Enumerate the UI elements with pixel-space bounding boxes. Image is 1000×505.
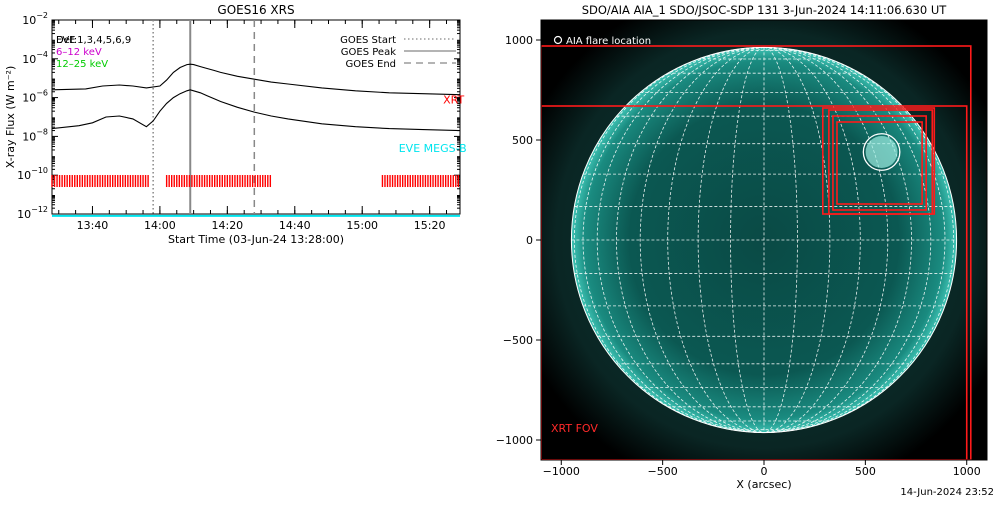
xrt-observation-band — [165, 175, 272, 188]
legend-label: GOES End — [346, 59, 396, 70]
x-tick-label: 500 — [855, 465, 876, 478]
x-axis-label: Start Time (03-Jun-24 13:28:00) — [168, 233, 344, 246]
series-goes-long — [51, 63, 461, 96]
legend-marker — [553, 35, 563, 45]
plot-frame — [51, 19, 461, 215]
xrt-fov-box — [836, 121, 923, 205]
legend-label: Det:1,3,4,5,6,9 — [56, 35, 131, 46]
longitude-line — [763, 47, 798, 433]
x-tick-label: 13:40 — [77, 219, 109, 232]
y-tick-exponent: −6 — [36, 89, 48, 98]
map-title: SDO/AIA AIA_1 SDO/JSOC-SDP 131 3-Jun-202… — [582, 3, 948, 17]
longitude-line — [763, 47, 861, 433]
x-tick-label: −500 — [648, 465, 678, 478]
aia-image-panel: SDO/AIA AIA_1 SDO/JSOC-SDP 131 3-Jun-202… — [480, 0, 1000, 500]
longitude-line — [763, 47, 931, 433]
aia-solar-map: SDO/AIA AIA_1 SDO/JSOC-SDP 131 3-Jun-202… — [496, 3, 988, 491]
footer-timestamp: 14-Jun-2024 23:52 — [900, 487, 994, 498]
y-tick-label: 10−4 — [22, 50, 48, 66]
longitude-line — [763, 47, 889, 433]
y-tick-exponent: −4 — [36, 50, 48, 59]
x-tick-label: 15:00 — [346, 219, 378, 232]
goes-xrs-panel: GOES16 XRS 10−12 10−10 10−8 10−6 10−4 10−2 13:4… — [0, 0, 480, 500]
x-tick-label: 1000 — [953, 465, 981, 478]
y-tick-label: 10−2 — [22, 11, 48, 27]
xrt-fov-label: XRT FOV — [551, 422, 598, 435]
longitude-line — [639, 47, 765, 433]
xrt-observation-band — [51, 175, 149, 188]
longitude-line — [763, 47, 946, 433]
longitude-line — [730, 47, 765, 433]
x-axis-label: X (arcsec) — [736, 478, 791, 491]
longitude-line — [667, 47, 765, 433]
active-region-glow — [865, 136, 898, 168]
legend-label: 6–12 keV — [56, 47, 102, 58]
y-tick-label: 10−8 — [22, 127, 48, 143]
x-tick-label: −1000 — [543, 465, 580, 478]
xrt-fov-box — [541, 45, 972, 460]
solar-limb — [570, 46, 958, 434]
legend-label: GOES Peak — [341, 47, 396, 58]
annotation-label: XRT — [443, 93, 464, 106]
legend-label: 12–25 keV — [56, 59, 108, 70]
xrt-fov-box — [828, 109, 934, 215]
y-tick-label: −1000 — [496, 434, 533, 447]
x-tick-label: 0 — [761, 465, 768, 478]
longitude-line — [697, 47, 765, 433]
longitude-line — [582, 47, 765, 433]
y-tick-label: 0 — [526, 234, 533, 247]
longitude-line — [763, 47, 831, 433]
y-tick-exponent: −8 — [36, 127, 48, 136]
y-tick-label: 1000 — [505, 34, 533, 47]
y-tick-label: −500 — [503, 334, 533, 347]
flare-location-circle — [862, 133, 901, 171]
xrt-observation-band — [381, 175, 460, 188]
chart-title: GOES16 XRS — [217, 3, 294, 17]
legend-overprint: EVE — [56, 35, 75, 46]
y-tick-label: 10−6 — [22, 89, 48, 105]
x-tick-label: 14:00 — [144, 219, 176, 232]
y-tick-label: 10−10 — [17, 166, 48, 182]
xrt-fov-box — [541, 105, 968, 460]
legend-label: GOES Start — [340, 35, 396, 46]
y-tick-label: 500 — [512, 134, 533, 147]
xrt-fov-box — [832, 115, 927, 211]
y-tick-exponent: −10 — [31, 166, 48, 175]
longitude-line — [763, 47, 954, 433]
goes-xrs-chart: GOES16 XRS 10−12 10−10 10−8 10−6 10−4 10−2 13:4… — [4, 3, 467, 246]
x-tick-label: 15:20 — [414, 219, 446, 232]
y-axis-label: X-ray Flux (W m⁻²) — [4, 66, 17, 168]
heliographic-grid — [571, 47, 957, 433]
y-tick-exponent: −12 — [31, 205, 48, 214]
longitude-line — [574, 47, 765, 433]
y-tick-exponent: −2 — [36, 11, 48, 20]
annotation-label: EVE MEGS-B — [399, 142, 467, 155]
y-tick-label: 10−12 — [17, 205, 48, 221]
x-tick-label: 14:20 — [211, 219, 243, 232]
series-goes-short — [51, 89, 461, 132]
legend-label: AIA flare location — [566, 36, 651, 47]
map-plot-area: AIA flare location XRT FOV — [541, 20, 987, 460]
x-tick-label: 14:40 — [279, 219, 311, 232]
longitude-line — [597, 47, 765, 433]
